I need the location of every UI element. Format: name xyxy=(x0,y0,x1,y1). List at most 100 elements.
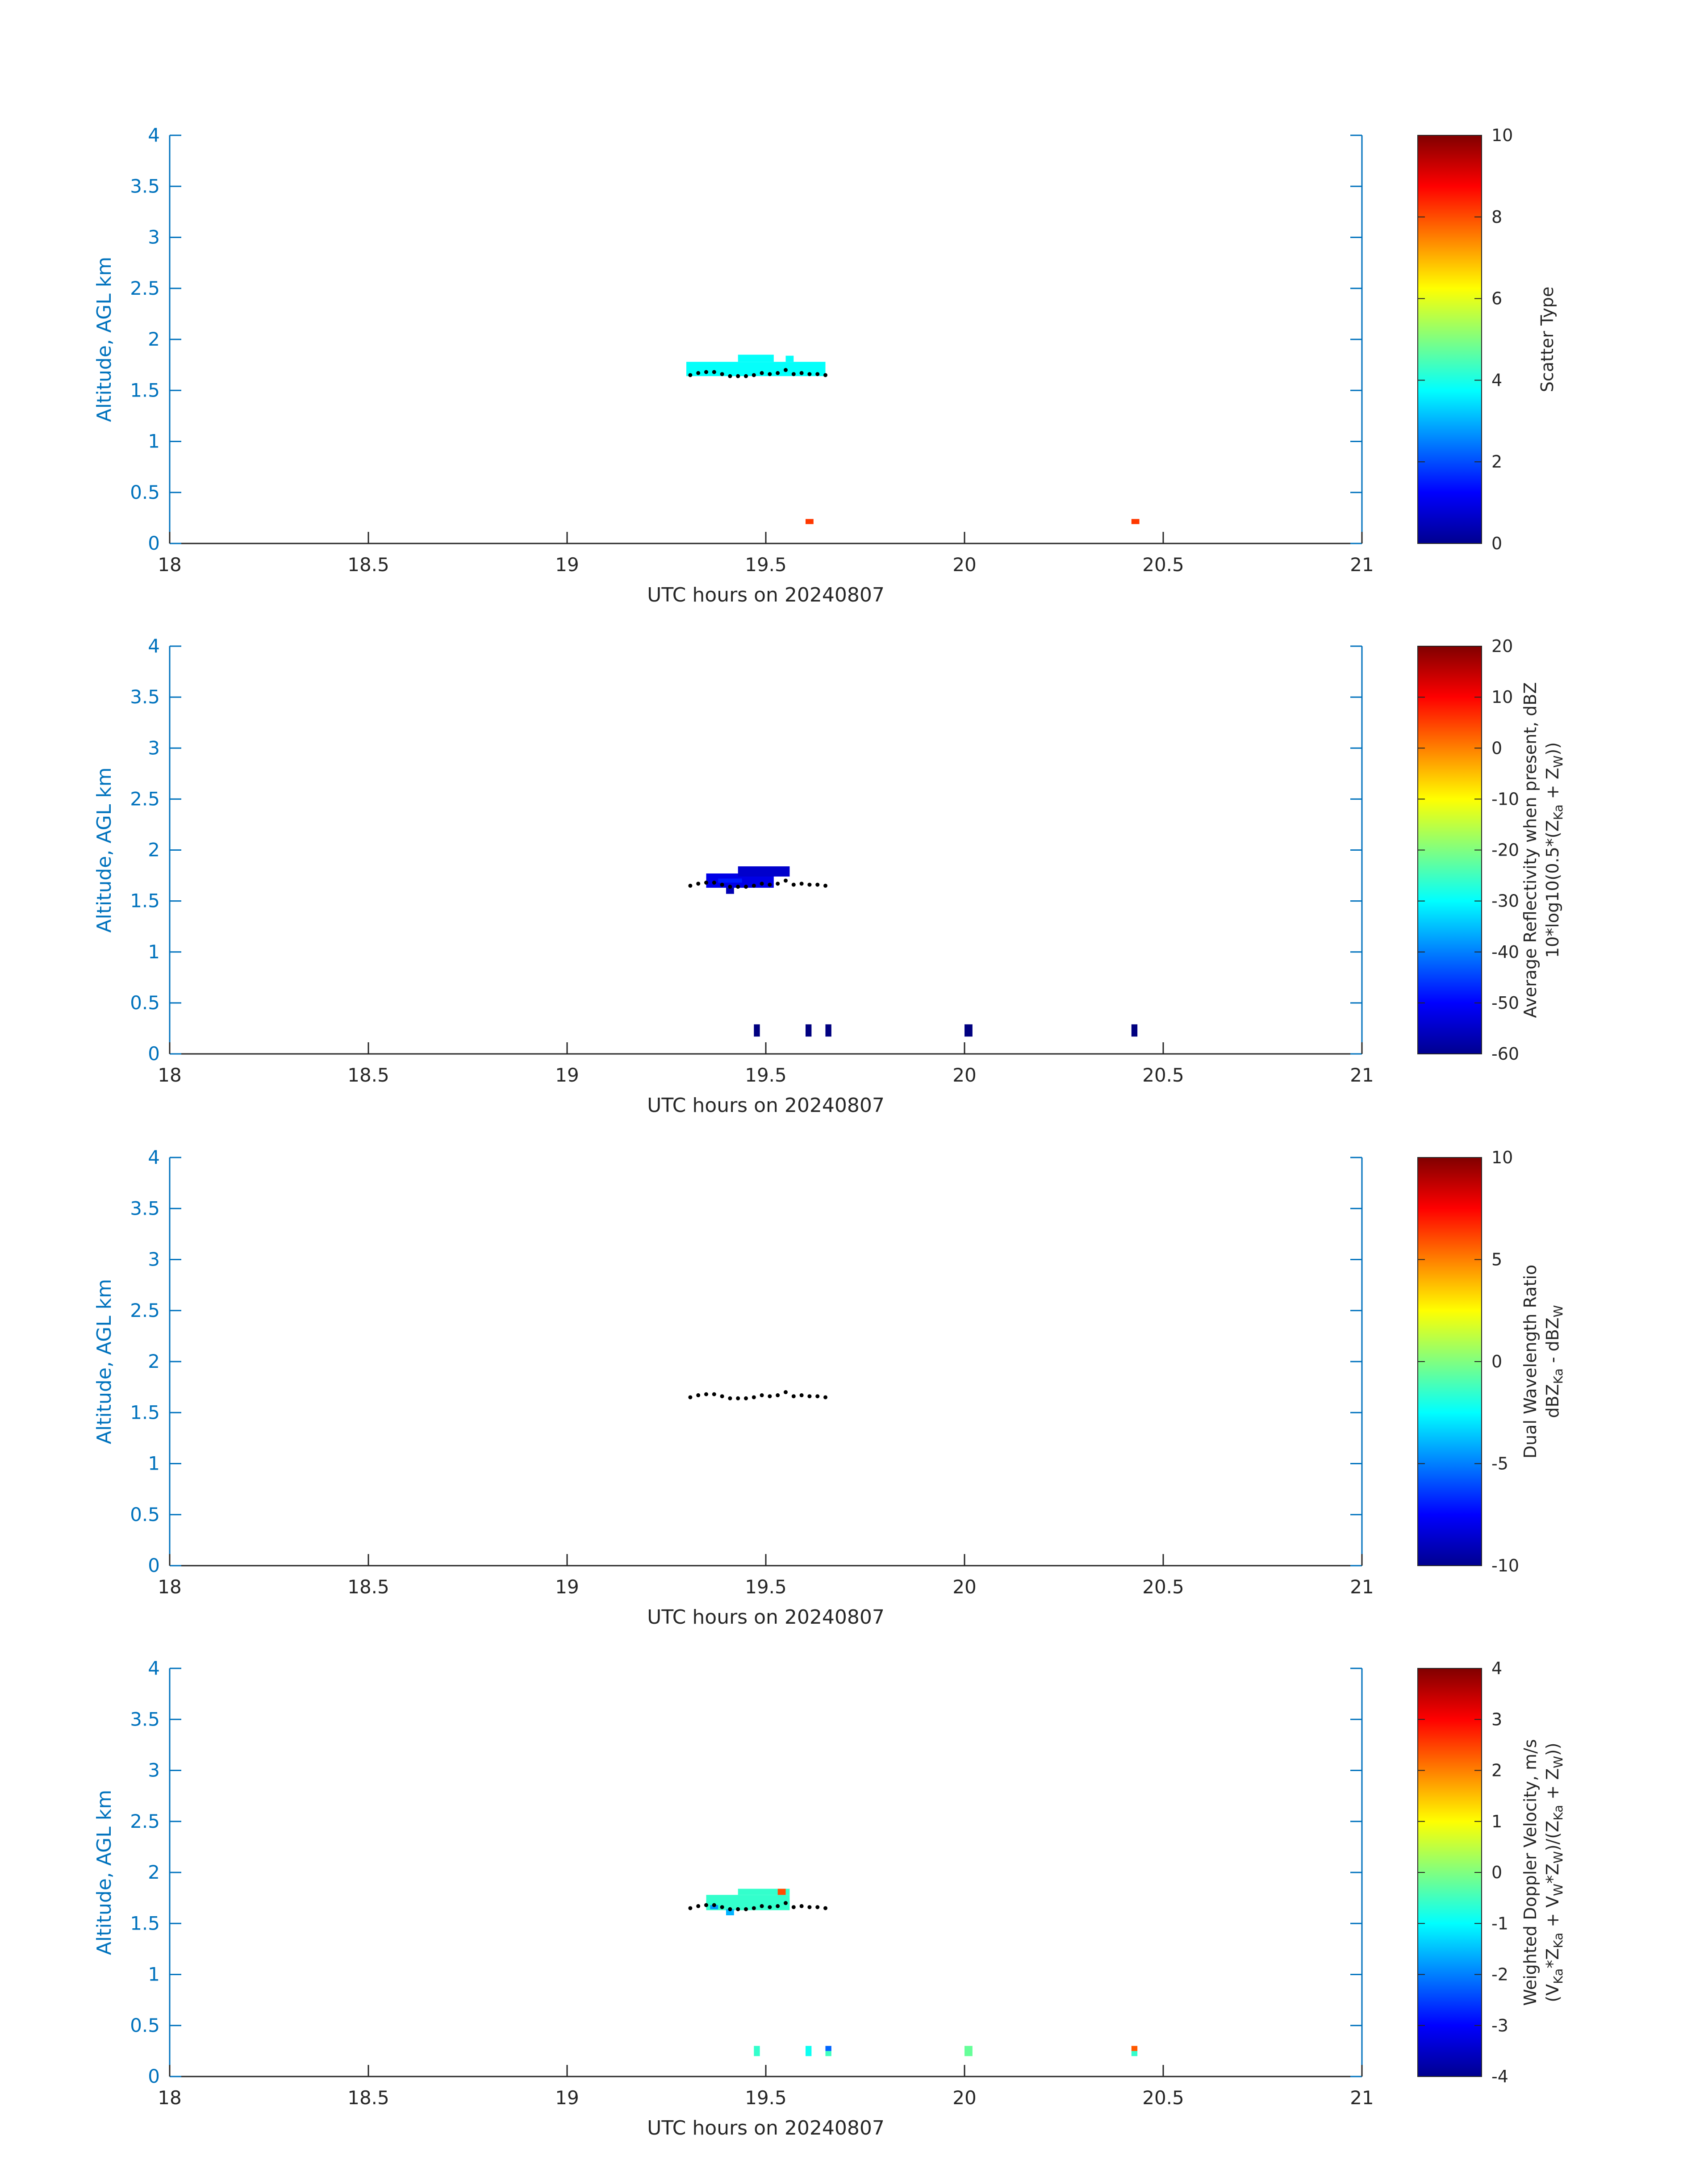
colorbar-tick-label: -60 xyxy=(1491,1044,1519,1064)
data-cell xyxy=(806,1024,812,1037)
x-tick-label: 18.5 xyxy=(347,1064,389,1086)
y-tick-label: 2.5 xyxy=(130,1300,160,1321)
y-tick-label: 2.5 xyxy=(130,277,160,299)
colorbar-tick-label: 4 xyxy=(1491,370,1502,390)
cloud-base-dot xyxy=(728,885,732,889)
colorbar-tick-label: -20 xyxy=(1491,840,1519,860)
y-axis-label: Altitude, AGL km xyxy=(93,1790,116,1955)
data-cell xyxy=(738,1889,790,1895)
cloud-base-dot xyxy=(744,1396,748,1400)
data-cell xyxy=(1131,519,1140,524)
x-tick-label: 19 xyxy=(555,1064,579,1086)
cloud-base-dot xyxy=(752,1395,756,1400)
y-tick-label: 1.5 xyxy=(130,379,160,401)
colorbar-label-text: Average Reflectivity when present, dBZ xyxy=(1520,682,1540,1018)
x-tick-label: 21 xyxy=(1350,2087,1374,2109)
colorbar: 0 2 4 6 8 10 Scatter Type xyxy=(1417,125,1557,553)
x-tick-label: 18 xyxy=(158,2087,181,2109)
x-tick-label: 20 xyxy=(952,2087,976,2109)
plot-area xyxy=(170,646,1362,1054)
cloud-base-dot xyxy=(784,368,788,372)
cloud-base-dot xyxy=(799,371,804,375)
y-tick-label: 3 xyxy=(148,737,160,759)
y-tick-label: 0 xyxy=(148,532,160,554)
cloud-base-dot xyxy=(768,372,772,376)
cloud-base-dot xyxy=(704,1903,708,1907)
colorbar-tick-label: 10 xyxy=(1491,687,1513,707)
colorbar-gradient xyxy=(1417,1157,1482,1566)
x-tick-label: 19 xyxy=(555,2087,579,2109)
y-tick-label: 4 xyxy=(148,124,160,146)
colorbar-tick-label: 0 xyxy=(1491,1352,1502,1371)
data-cell xyxy=(1131,2051,1138,2056)
colorbar-label-line: Weighted Doppler Velocity, m/s xyxy=(1520,1739,1540,2006)
y-tick-label: 1 xyxy=(148,1964,160,1985)
cloud-base-dot xyxy=(720,372,724,376)
cloud-base-dot xyxy=(712,1903,716,1907)
cloud-base-dot xyxy=(728,1396,732,1400)
x-tick-label: 20.5 xyxy=(1142,1064,1184,1086)
cloud-base-dot xyxy=(712,881,716,885)
data-cell xyxy=(726,887,734,894)
colorbar-label-subscript: W xyxy=(1551,756,1566,768)
colorbar-tick-label: -3 xyxy=(1491,2016,1508,2035)
y-tick-label: 4 xyxy=(148,1146,160,1168)
cloud-base-dot xyxy=(815,1394,820,1399)
colorbar-label-subscript: W xyxy=(1551,1851,1566,1864)
colorbar-tick-label: 1 xyxy=(1491,1812,1502,1831)
cloud-base-dot xyxy=(720,1394,724,1399)
data-cell xyxy=(710,1905,718,1910)
colorbar-label-text: *Z xyxy=(1543,1864,1562,1884)
cloud-base-dot xyxy=(791,882,796,887)
colorbar-tick-label: -1 xyxy=(1491,1914,1508,1933)
panel-2: 0 0.5 1 1.5 2 2.5 3 3.5 4 18 18.5 19 19.5 20 20.5 21 UTC… xyxy=(93,635,1566,1117)
colorbar-tick-label: -40 xyxy=(1491,942,1519,962)
y-tick-label: 2 xyxy=(148,1861,160,1883)
cloud-base-dot xyxy=(791,372,796,376)
data-cell xyxy=(686,362,826,376)
data-cell xyxy=(777,1889,786,1895)
colorbar-tick-label: -50 xyxy=(1491,993,1519,1013)
y-axis-label: Altitude, AGL km xyxy=(93,1279,116,1444)
y-tick-label: 1.5 xyxy=(130,1912,160,1934)
x-tick-label: 19.5 xyxy=(745,1064,787,1086)
cloud-base-dot xyxy=(776,882,780,886)
colorbar-label-line: Average Reflectivity when present, dBZ xyxy=(1520,682,1540,1018)
x-tick-label: 20.5 xyxy=(1142,1576,1184,1598)
colorbar-gradient xyxy=(1417,1668,1482,2077)
cloud-base-dot xyxy=(696,882,701,886)
x-axis-label: UTC hours on 20240807 xyxy=(647,584,885,606)
colorbar-label-line: (VKa*ZKa + VW*ZW)/(ZKa + ZW)) xyxy=(1543,1742,1566,2002)
x-tick-label: 18 xyxy=(158,554,181,576)
colorbar-label-text: Weighted Doppler Velocity, m/s xyxy=(1520,1739,1540,2006)
colorbar-tick-label: 4 xyxy=(1491,1659,1502,1678)
colorbar-label-subscript: Ka xyxy=(1551,1805,1566,1821)
colorbar-label-text: Scatter Type xyxy=(1537,287,1557,392)
y-tick-label: 0.5 xyxy=(130,481,160,503)
colorbar-tick-label: 8 xyxy=(1491,207,1502,227)
y-tick-label: 0.5 xyxy=(130,992,160,1014)
y-tick-label: 3 xyxy=(148,226,160,248)
cloud-base-dot xyxy=(760,371,764,375)
y-tick-label: 3.5 xyxy=(130,1708,160,1730)
x-tick-label: 18.5 xyxy=(347,554,389,576)
y-tick-label: 1 xyxy=(148,941,160,963)
colorbar-label-subscript: Ka xyxy=(1551,1368,1566,1384)
cloud-base-dot xyxy=(760,1393,764,1397)
x-tick-label: 20.5 xyxy=(1142,554,1184,576)
y-tick-label: 1 xyxy=(148,430,160,452)
colorbar-label-subscript: W xyxy=(1551,1305,1566,1317)
y-axis-label: Altitude, AGL km xyxy=(93,767,116,932)
x-tick-label: 18.5 xyxy=(347,2087,389,2109)
colorbar-tick-label: 0 xyxy=(1491,1863,1502,1882)
data-cell xyxy=(806,2046,812,2056)
colorbar-tick-label: -30 xyxy=(1491,891,1519,911)
cloud-base-dot xyxy=(807,1905,812,1910)
x-tick-label: 20.5 xyxy=(1142,2087,1184,2109)
x-tick-label: 18.5 xyxy=(347,1576,389,1598)
cloud-base-dot xyxy=(776,1393,780,1397)
plot-area xyxy=(170,1157,1362,1566)
y-tick-label: 0 xyxy=(148,1043,160,1065)
y-tick-label: 4 xyxy=(148,1657,160,1679)
